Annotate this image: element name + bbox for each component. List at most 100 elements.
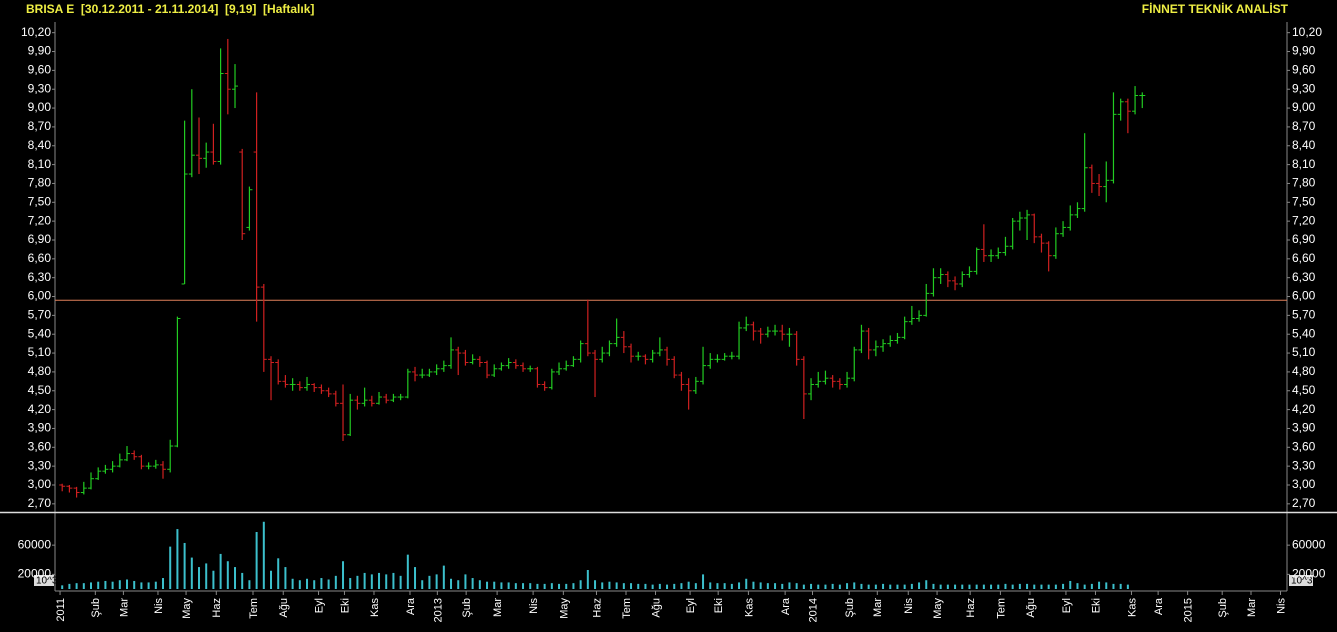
volume-bar — [788, 582, 791, 589]
y-tick-label: 8,10 — [28, 157, 52, 171]
x-tick-label: Mar — [872, 598, 884, 617]
x-tick-label: Ağu — [650, 598, 662, 618]
x-tick-label: Eki — [713, 598, 725, 613]
y-tick-label-right: 6,60 — [1292, 251, 1316, 265]
volume-bar — [363, 572, 366, 589]
volume-bar — [169, 546, 172, 589]
volume-bar — [745, 578, 748, 589]
volume-bar — [118, 580, 121, 589]
y-tick-label: 6,00 — [28, 289, 52, 303]
volume-bar — [860, 583, 863, 589]
volume-bar — [565, 583, 568, 589]
volume-bar — [579, 580, 582, 589]
volume-bar — [1026, 583, 1029, 589]
volume-bar — [421, 580, 424, 589]
volume-bar — [694, 583, 697, 589]
y-tick-label: 7,80 — [28, 176, 52, 190]
volume-bar — [399, 575, 402, 589]
volume-bar — [522, 583, 525, 589]
volume-bar — [471, 578, 474, 589]
y-tick-label: 9,00 — [28, 100, 52, 114]
volume-bar — [925, 580, 928, 589]
volume-bar — [910, 583, 913, 589]
volume-bar — [630, 583, 633, 589]
volume-bar — [226, 561, 229, 589]
y-tick-label: 4,80 — [28, 364, 52, 378]
x-tick-label: Haz — [965, 598, 977, 618]
volume-bar — [644, 583, 647, 589]
volume-bar — [277, 558, 280, 589]
volume-bar — [464, 574, 467, 589]
volume-bar — [810, 583, 813, 589]
volume-bar — [1062, 583, 1065, 589]
volume-bar — [932, 583, 935, 589]
volume-bar — [853, 582, 856, 589]
volume-bar — [126, 579, 129, 589]
y-tick-label-right: 5,10 — [1292, 345, 1316, 359]
volume-bar — [90, 582, 93, 589]
x-tick-label: Eki — [339, 598, 351, 613]
volume-bar — [234, 567, 237, 589]
volume-bar — [889, 584, 892, 589]
brand: FİNNET TEKNİK ANALİST — [1142, 1, 1289, 16]
volume-bar — [1105, 582, 1108, 589]
x-tick-label: Nis — [903, 598, 915, 614]
volume-unit: 10^3 — [1291, 576, 1313, 587]
volume-bar — [1040, 584, 1043, 589]
volume-bar — [493, 581, 496, 589]
x-tick-label: Eyl — [313, 598, 325, 613]
x-tick-label: Tem — [248, 598, 260, 619]
volume-bar — [68, 583, 71, 589]
x-tick-label: Eki — [1090, 598, 1102, 613]
y-tick-label-right: 7,50 — [1292, 194, 1316, 208]
volume-bar — [939, 584, 942, 589]
y-tick-label-right: 9,30 — [1292, 81, 1316, 95]
volume-bar — [558, 583, 561, 589]
volume-bar — [147, 582, 150, 589]
y-tick-label-right: 3,60 — [1292, 439, 1316, 453]
x-tick-label: Nis — [153, 598, 165, 614]
volume-bar — [270, 570, 273, 589]
volume-bar — [1047, 584, 1050, 589]
volume-bar — [1011, 584, 1014, 589]
y-tick-label-right: 5,70 — [1292, 308, 1316, 322]
volume-bar — [946, 584, 949, 589]
volume-bar — [392, 572, 395, 589]
volume-bar — [846, 583, 849, 589]
volume-bar — [342, 561, 345, 589]
volume-bar — [248, 580, 251, 589]
volume-bar — [608, 581, 611, 589]
x-tick-label: Eyl — [685, 598, 697, 613]
y-tick-label: 8,70 — [28, 119, 52, 133]
y-tick-label: 6,90 — [28, 232, 52, 246]
volume-bar — [219, 553, 222, 589]
volume-unit: 10^3 — [36, 576, 58, 587]
y-tick-label-right: 9,60 — [1292, 63, 1316, 77]
x-tick-label: Tem — [621, 598, 633, 619]
volume-bar — [327, 579, 330, 589]
x-tick-label: Ara — [405, 597, 417, 615]
volume-bar — [752, 581, 755, 589]
volume-bar — [478, 580, 481, 589]
volume-bar — [198, 567, 201, 589]
x-tick-label: Ağu — [1025, 598, 1037, 618]
y-tick-label-right: 3,00 — [1292, 477, 1316, 491]
y-tick-label: 6,30 — [28, 270, 52, 284]
volume-bar — [709, 582, 712, 589]
volume-bar — [802, 584, 805, 589]
volume-bar — [738, 582, 741, 589]
volume-bar — [262, 521, 265, 589]
volume-bar — [687, 581, 690, 589]
y-tick-label-right: 6,00 — [1292, 289, 1316, 303]
volume-bar — [594, 580, 597, 589]
y-tick-label: 9,90 — [28, 44, 52, 58]
volume-bar — [442, 565, 445, 589]
volume-bar — [385, 574, 388, 589]
x-tick-label: Ağu — [278, 598, 290, 618]
volume-bar — [140, 582, 143, 589]
volume-bar — [428, 575, 431, 589]
volume-bar — [457, 580, 460, 589]
y-tick-label: 5,40 — [28, 326, 52, 340]
